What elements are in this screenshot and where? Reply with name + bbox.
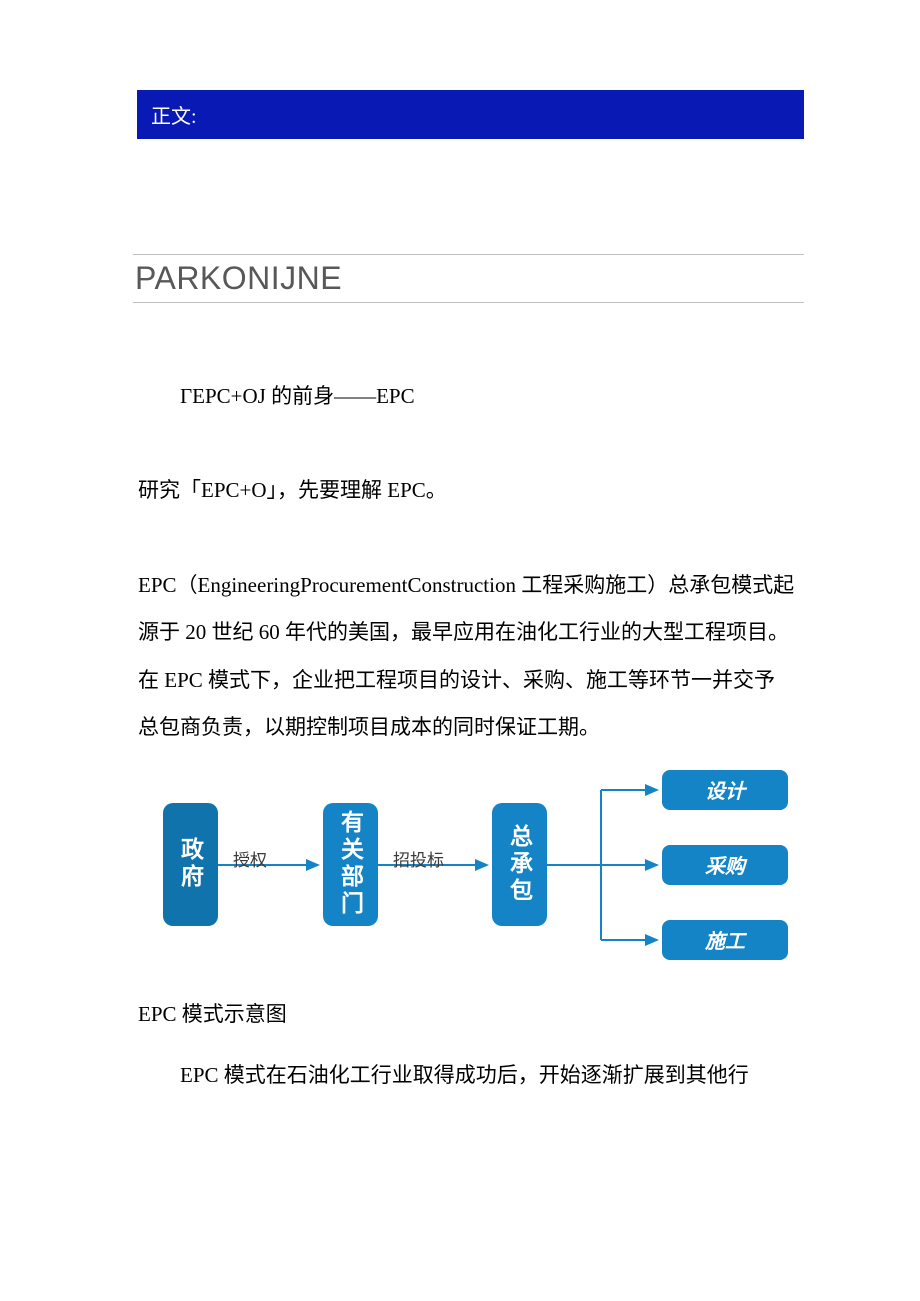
node-government: 政府 [163, 803, 218, 926]
edge-label-authorize: 授权 [233, 846, 267, 871]
header-bar: 正文: [137, 90, 804, 139]
paragraph-3: EPC（EngineeringProcurementConstruction 工… [138, 562, 795, 752]
title-section: PARKONIJNE [133, 254, 804, 303]
node-design: 设计 [662, 770, 788, 810]
paragraph-2: 研究「EPC+O」，先要理解 EPC。 [138, 467, 795, 514]
diagram-caption: EPC 模式示意图 [138, 998, 795, 1028]
document-page: 正文: PARKONIJNE ΓEPC+OJ 的前身——EPC 研究「EPC+O… [0, 0, 920, 1099]
epc-flowchart: 政府 有关部门 总承包 设计 采购 施工 授权 招投标 [133, 767, 788, 963]
node-contractor: 总承包 [492, 803, 547, 926]
paragraph-1: ΓEPC+OJ 的前身——EPC [138, 373, 795, 420]
paragraph-4: EPC 模式在石油化工行业取得成功后，开始逐渐扩展到其他行 [138, 1052, 795, 1099]
node-procurement: 采购 [662, 845, 788, 885]
edge-label-bidding: 招投标 [393, 846, 444, 871]
node-department: 有关部门 [323, 803, 378, 926]
node-construction: 施工 [662, 920, 788, 960]
header-label: 正文: [151, 106, 197, 128]
page-title: PARKONIJNE [135, 260, 342, 296]
